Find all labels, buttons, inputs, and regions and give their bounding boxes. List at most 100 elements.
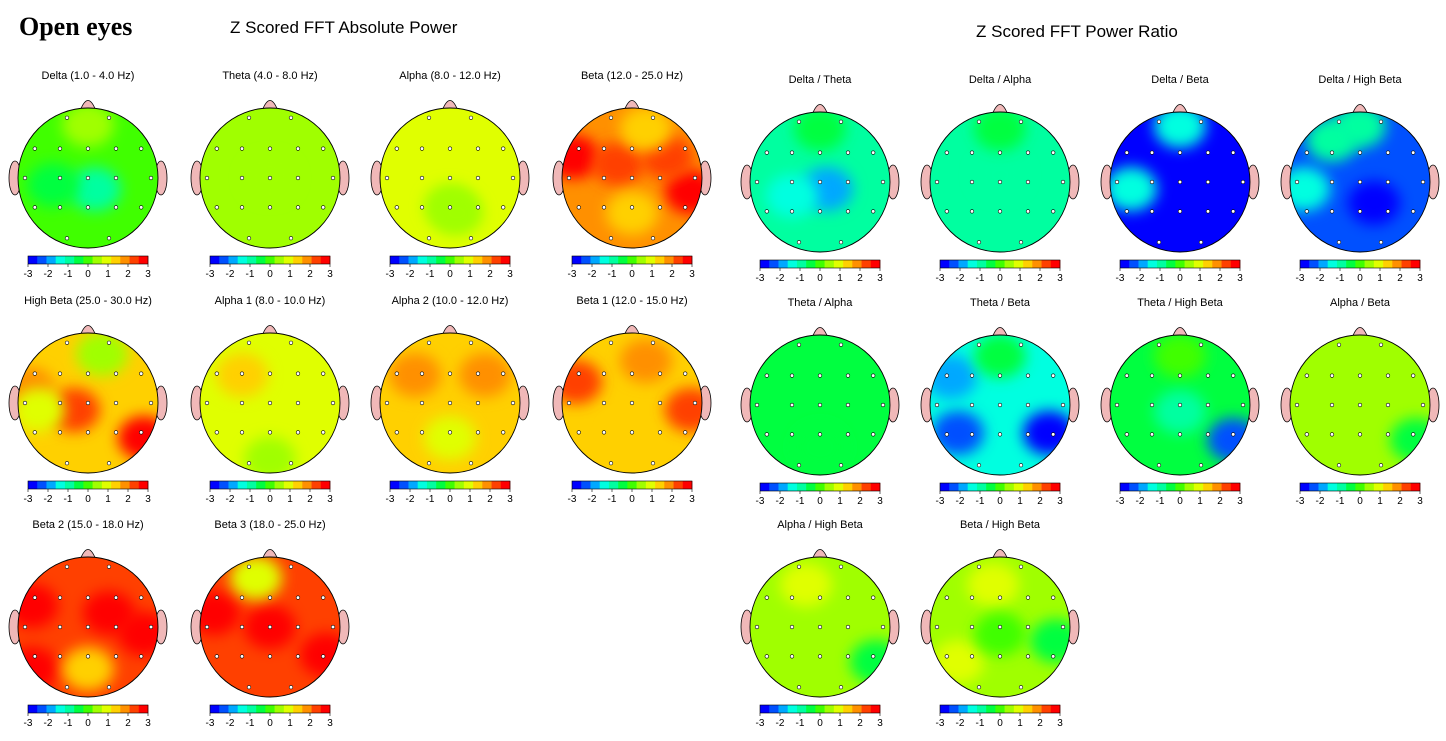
electrode-dot [1060,179,1066,185]
topomap-chart: -3 -2 -1 0 1 2 3 [190,100,350,280]
electrode-dot [475,400,481,406]
colorbar-tick-label: 0 [267,494,273,505]
colorbar-swatch [246,256,257,264]
colorbar-swatch [940,260,950,268]
electrode-dot [796,342,802,347]
colorbar-swatch [46,256,56,264]
electrode-dot [57,430,63,435]
electrode-dot [629,430,635,435]
colorbar-swatch [311,705,322,713]
electrode-dot [106,685,112,690]
topomap-title: Delta / Theta [788,74,852,86]
topomap-blob [83,591,135,635]
electrode-dot [976,564,982,569]
topomap-blob [1154,335,1206,378]
topomap-chart: -3 -2 -1 0 1 2 3 [1280,327,1440,507]
electrode-dot [1051,432,1056,437]
power-ratio-heading: Z Scored FFT Power Ratio [976,22,1178,41]
colorbar-tick-label: 1 [1377,273,1383,284]
colorbar-swatch [1355,260,1365,268]
topomap-chart: -3 -2 -1 0 1 2 3 [920,104,1080,284]
colorbar-tick-label: -1 [1156,273,1165,284]
electrode-dot [1205,179,1211,185]
electrode-dot [106,340,112,345]
electrode-dot [139,654,144,659]
electrode-dot [880,402,886,408]
topomap-blob [1207,418,1250,462]
colorbar-swatch [1004,483,1015,491]
head-outline [17,556,159,698]
colorbar-tick-label: 3 [327,269,333,280]
topomap-title: Delta / Alpha [968,74,1032,86]
topomap-title: Theta / Beta [970,297,1030,309]
electrode-dot [246,236,252,241]
colorbar-tick-label: 1 [837,273,843,284]
topomap-panel: Theta / Beta -3 -2 -1 0 1 2 3 [920,297,1080,517]
topomap-panel: Delta / Theta -3 -2 -1 0 1 2 3 [740,74,900,294]
electrode-dot [113,371,119,376]
colorbar-swatch [399,481,409,489]
colorbar-swatch [491,256,502,264]
topomap-title: Alpha 1 (8.0 - 10.0 Hz) [214,295,326,307]
electrode-dot [1018,240,1024,245]
electrode-dot [871,373,876,378]
colorbar-swatch [1221,483,1232,491]
colorbar-swatch [843,483,853,491]
colorbar-tick-label: -2 [776,718,785,729]
colorbar-tick-label: 3 [145,269,151,280]
colorbar-swatch [815,260,825,268]
topomap-blob [62,647,114,691]
colorbar-swatch [760,705,770,713]
topomap-blob [431,191,483,235]
head-outline [561,107,703,249]
colorbar-swatch [636,256,647,264]
electrode-dot [85,430,91,435]
colorbar-swatch [390,256,400,264]
colorbar-swatch [995,483,1005,491]
colorbar-tick-label: 0 [267,269,273,280]
colorbar-swatch [1120,260,1130,268]
topomap-blob [62,108,114,147]
colorbar-swatch [682,256,693,264]
colorbar-swatch [940,705,950,713]
electrode-dot [817,179,823,185]
colorbar-swatch [976,483,987,491]
colorbar-swatch [129,481,140,489]
colorbar-swatch [265,705,275,713]
electrode-dot [1025,402,1031,408]
colorbar-tick-label: -1 [64,718,73,729]
electrode-dot [1124,209,1129,214]
colorbar-swatch [55,705,66,713]
colorbar-swatch [1050,705,1061,713]
electrode-dot [838,685,844,690]
topomap-blob [1154,390,1206,434]
electrode-dot [321,430,326,435]
colorbar-tick-label: -2 [1136,496,1145,507]
electrode-dot [447,146,453,151]
electrode-dot [32,205,37,210]
colorbar-tick-label: 1 [105,494,111,505]
electrode-dot [239,146,245,151]
colorbar-swatch [833,260,844,268]
colorbar-swatch [1129,483,1139,491]
electrode-dot [321,654,326,659]
electrode-dot [394,371,399,376]
electrode-dot [1385,179,1391,185]
electrode-dot [501,371,506,376]
electrode-dot [394,205,399,210]
electrode-dot [1329,179,1335,185]
electrode-dot [976,240,982,245]
topomap-panel: Theta / Alpha -3 -2 -1 0 1 2 3 [740,297,900,517]
colorbar-swatch [482,481,492,489]
colorbar-swatch [83,705,93,713]
topomap-blob [974,612,1026,656]
electrode-dot [419,400,425,406]
electrode-dot [608,236,614,241]
electrode-dot [510,400,516,406]
colorbar-swatch [986,705,996,713]
electrode-dot [997,595,1003,600]
colorbar-swatch [778,705,788,713]
colorbar-swatch [37,256,47,264]
topomap-chart: -3 -2 -1 0 1 2 3 [370,325,530,505]
colorbar-swatch [778,260,788,268]
